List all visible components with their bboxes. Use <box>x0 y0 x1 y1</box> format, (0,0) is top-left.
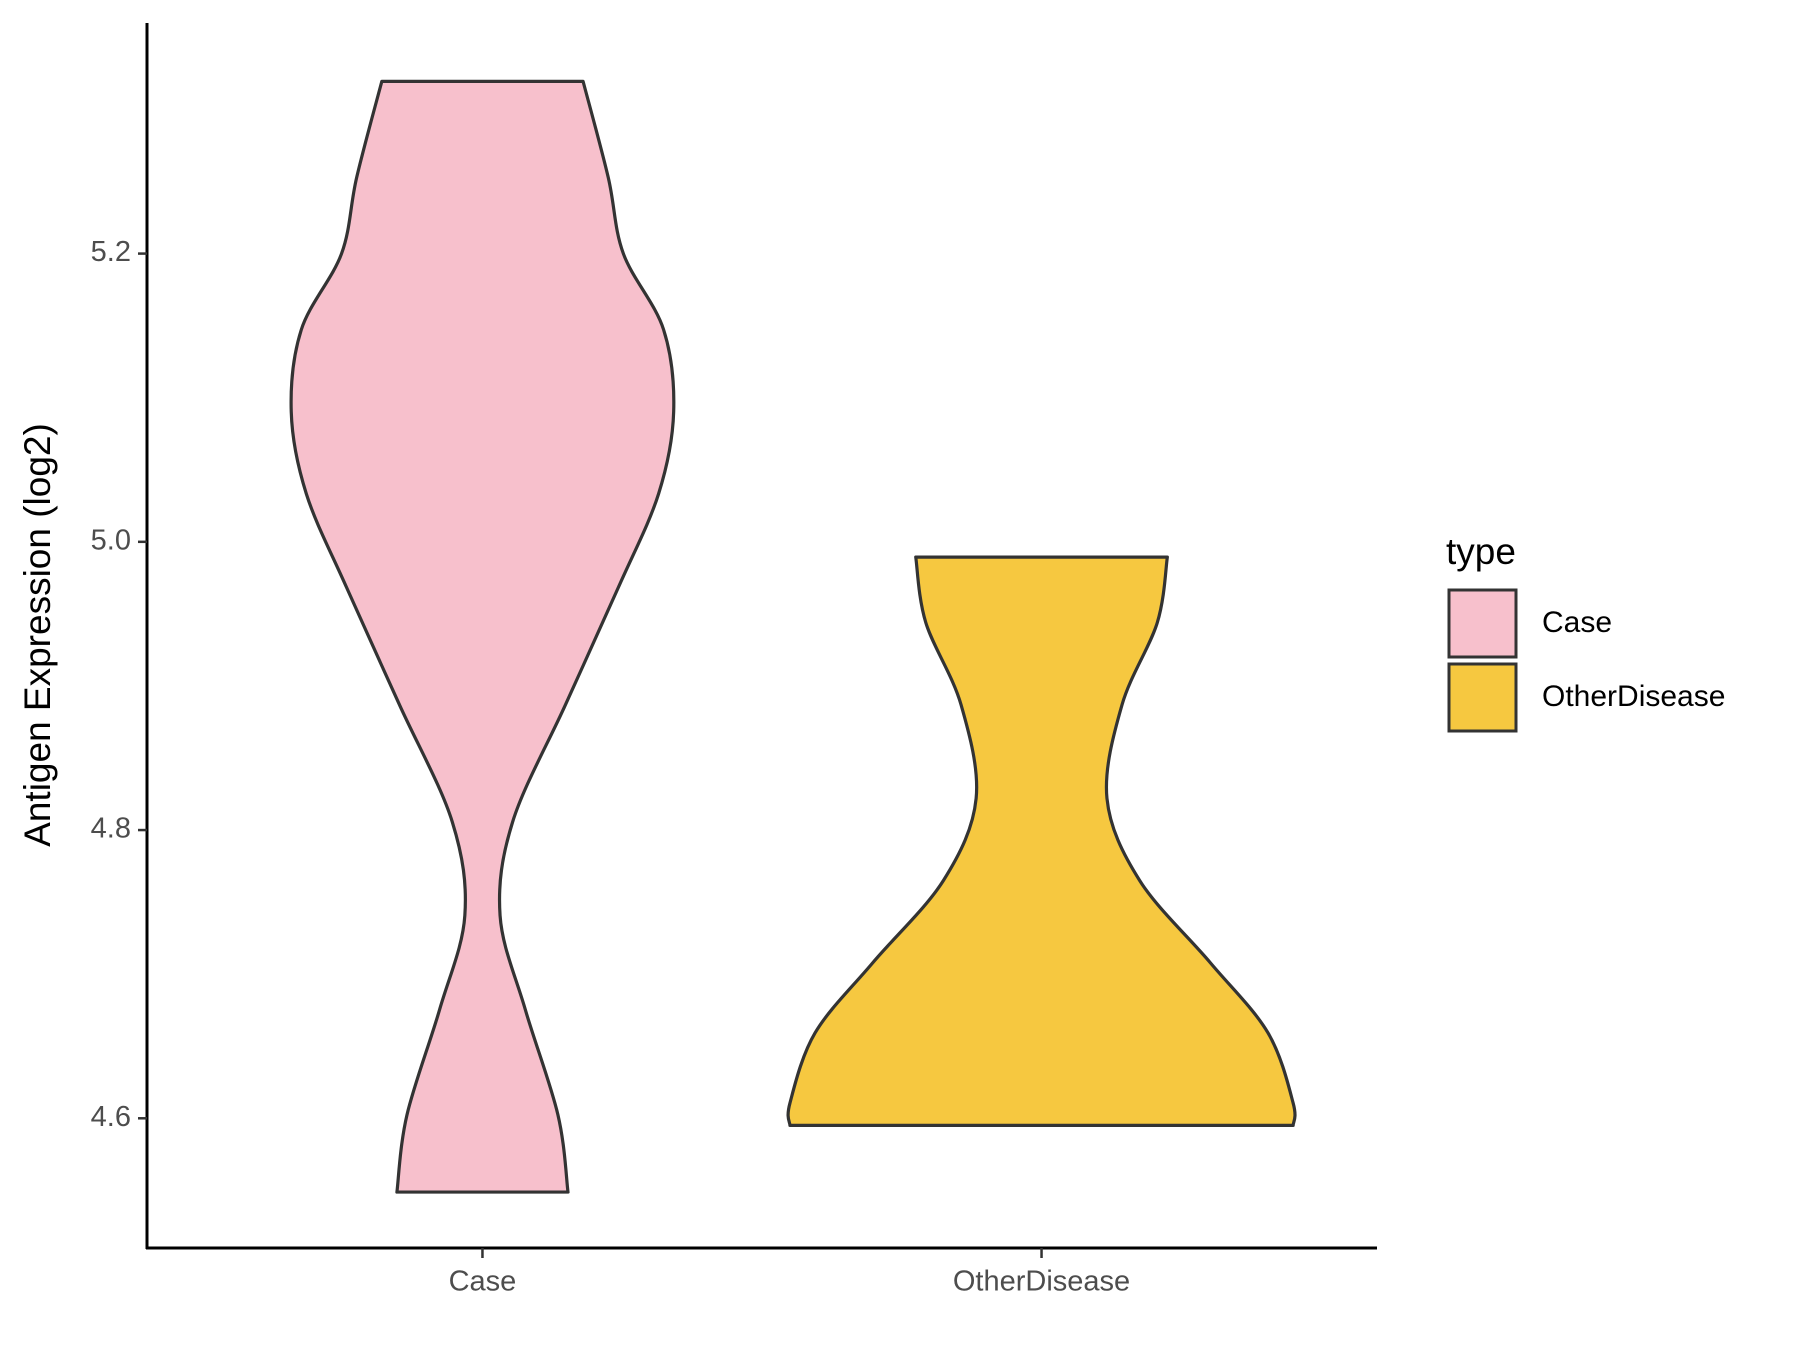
y-tick-label: 4.6 <box>91 1101 131 1133</box>
y-tick-label: 5.2 <box>91 236 131 268</box>
y-tick-label: 5.0 <box>91 524 131 556</box>
legend-label: OtherDisease <box>1542 680 1725 713</box>
y-tick-label: 4.8 <box>91 813 131 845</box>
y-axis-title: Antigen Expression (log2) <box>17 423 58 847</box>
legend-swatch <box>1447 588 1518 659</box>
legend-swatch <box>1447 662 1518 733</box>
violin <box>786 555 1297 1127</box>
x-tick-label: Case <box>449 1266 517 1298</box>
x-tick-label: OtherDisease <box>953 1266 1130 1298</box>
legend-title: type <box>1446 531 1516 572</box>
violin <box>289 79 676 1194</box>
legend-label: Case <box>1542 606 1612 639</box>
